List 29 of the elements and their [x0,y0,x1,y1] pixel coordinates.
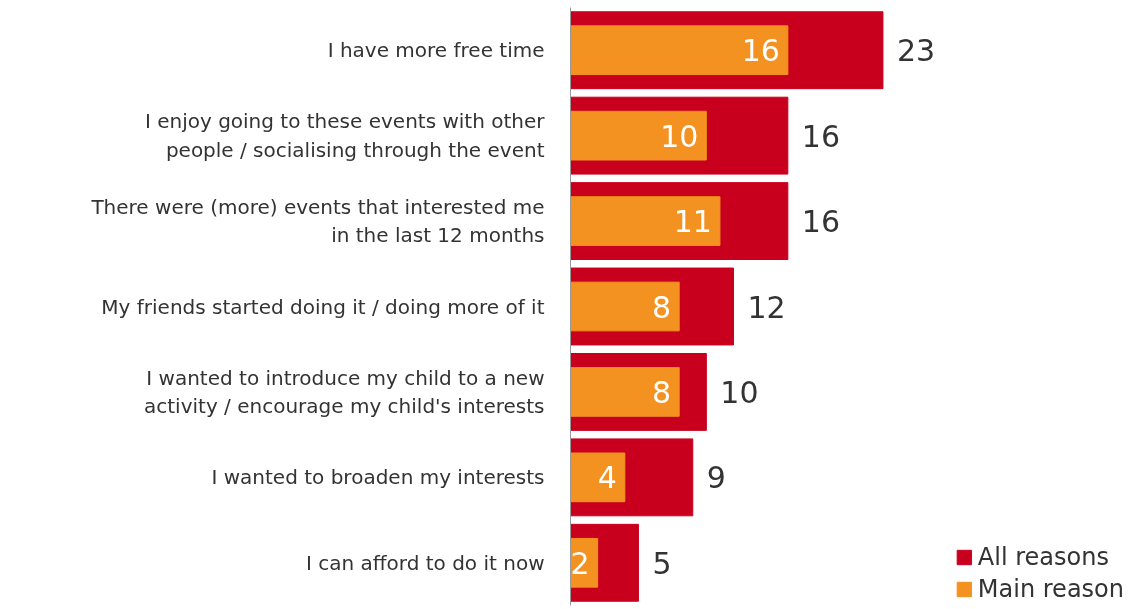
y-tick-label: I can afford to do it now [306,550,545,575]
data-label: 10 [720,374,759,410]
bar [570,196,721,246]
data-label: 4 [597,460,617,496]
data-label: 9 [706,460,726,496]
bar [570,110,707,161]
data-label: 16 [801,118,841,154]
y-tick-label: I have more free time [327,38,545,63]
y-tick-label: I enjoy going to these events with other people / socialising through the event [144,109,546,163]
y-tick-label: I wanted to broaden my interests [211,465,545,490]
y-tick-label: My friends started doing it / doing more of it [101,294,545,319]
bar [570,452,626,503]
bar [570,25,789,76]
data-label: 10 [660,118,699,154]
data-label: 2 [570,545,590,581]
data-label: 8 [652,289,672,325]
y-tick-label: There were (more) events that interested me in the last 12 months [90,194,545,248]
legend-label: All reasons [977,543,1109,571]
data-label: 23 [896,33,936,69]
y-tick-label: I wanted to introduce my child to a new activity / encourage my child's interests [144,365,545,419]
data-label: 12 [747,289,786,325]
data-label: 16 [801,204,841,240]
data-label: 5 [652,545,672,581]
data-label: 11 [673,204,712,240]
legend-label: Main reason [977,575,1124,603]
bar [570,281,680,332]
bar [570,367,680,417]
data-label: 8 [652,374,672,410]
data-label: 16 [741,33,780,69]
